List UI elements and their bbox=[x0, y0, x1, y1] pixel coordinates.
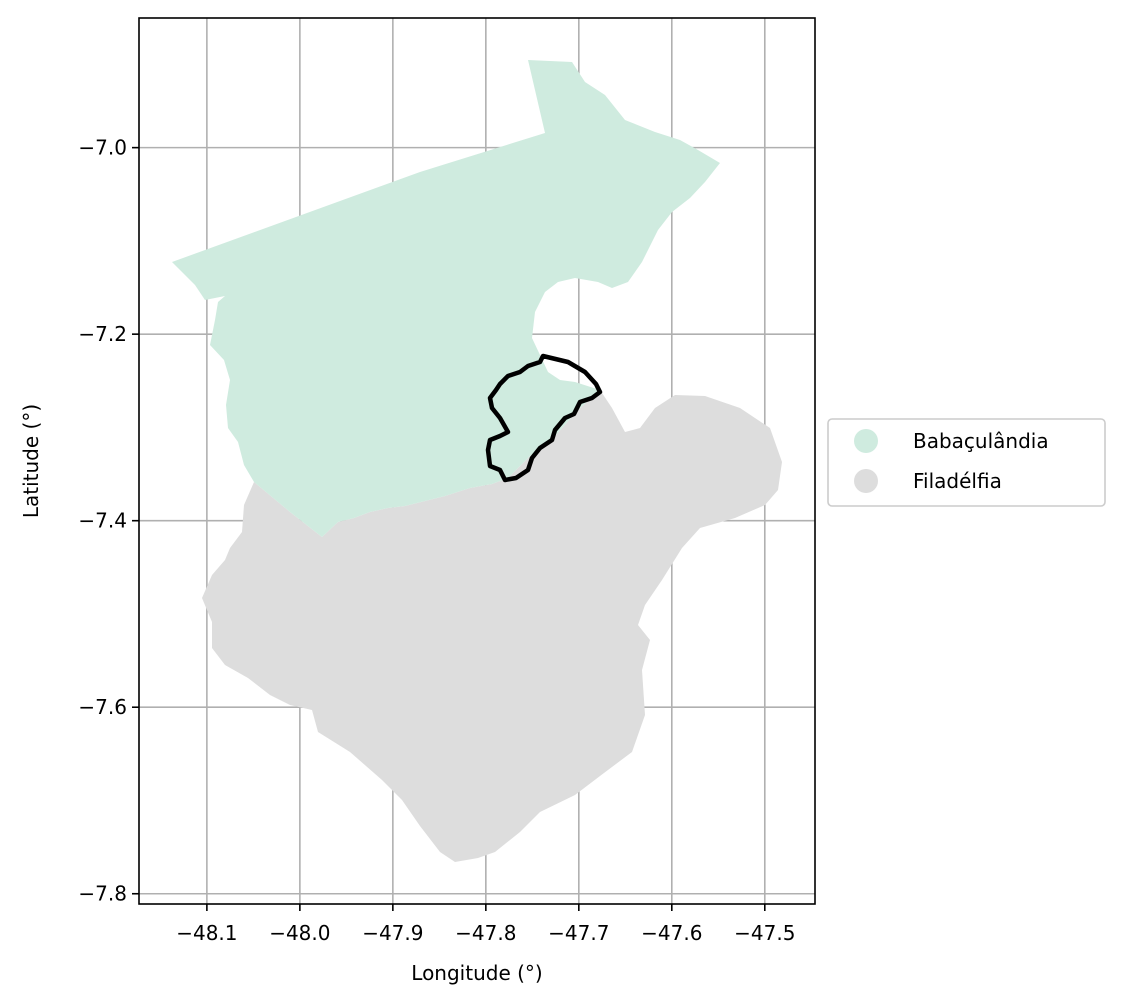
filadelfia-region bbox=[202, 390, 782, 862]
babaculandia-region bbox=[172, 60, 720, 537]
x-tick-label: −47.9 bbox=[362, 921, 423, 945]
x-tick-label: −47.8 bbox=[455, 921, 516, 945]
legend: Babaçulândia Filadélfia bbox=[827, 418, 1106, 507]
legend-label-filadelfia: Filadélfia bbox=[913, 469, 1002, 493]
y-tick-label: −7.6 bbox=[78, 695, 127, 719]
legend-label-babaculandia: Babaçulândia bbox=[913, 429, 1049, 453]
y-axis-title: Latitude (°) bbox=[19, 404, 43, 518]
legend-box bbox=[827, 418, 1106, 507]
x-tick-label: −48.1 bbox=[176, 921, 237, 945]
y-axis-ticks: −7.0 −7.2 −7.4 −7.6 −7.8 bbox=[78, 136, 139, 906]
y-tick-label: −7.0 bbox=[78, 136, 127, 160]
y-tick-label: −7.2 bbox=[78, 322, 127, 346]
x-tick-label: −47.5 bbox=[734, 921, 795, 945]
x-tick-label: −48.0 bbox=[269, 921, 330, 945]
y-tick-label: −7.4 bbox=[78, 509, 127, 533]
highlighted-boundary bbox=[485, 353, 603, 483]
x-tick-label: −47.7 bbox=[548, 921, 609, 945]
x-tick-label: −47.6 bbox=[641, 921, 702, 945]
x-axis-ticks: −48.1 −48.0 −47.9 −47.8 −47.7 −47.6 −47.5 bbox=[176, 904, 795, 945]
y-tick-label: −7.8 bbox=[78, 882, 127, 906]
axes-frame bbox=[138, 17, 816, 905]
x-axis-title: Longitude (°) bbox=[411, 961, 542, 985]
legend-marker-filadelfia bbox=[854, 469, 878, 493]
legend-marker-babaculandia bbox=[854, 429, 878, 453]
